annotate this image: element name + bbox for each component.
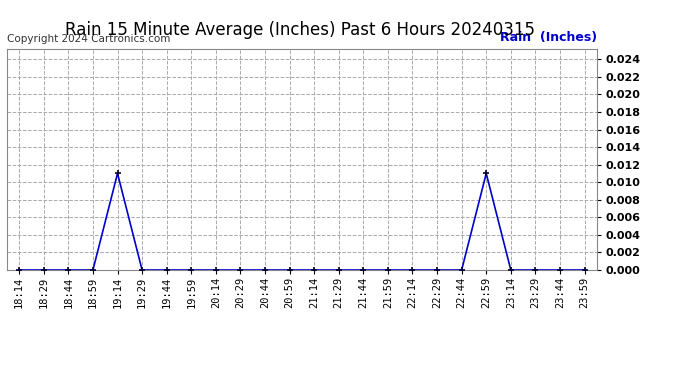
Text: Rain 15 Minute Average (Inches) Past 6 Hours 20240315: Rain 15 Minute Average (Inches) Past 6 H…: [65, 21, 535, 39]
Text: Copyright 2024 Cartronics.com: Copyright 2024 Cartronics.com: [7, 34, 170, 44]
Text: Rain  (Inches): Rain (Inches): [500, 32, 597, 44]
